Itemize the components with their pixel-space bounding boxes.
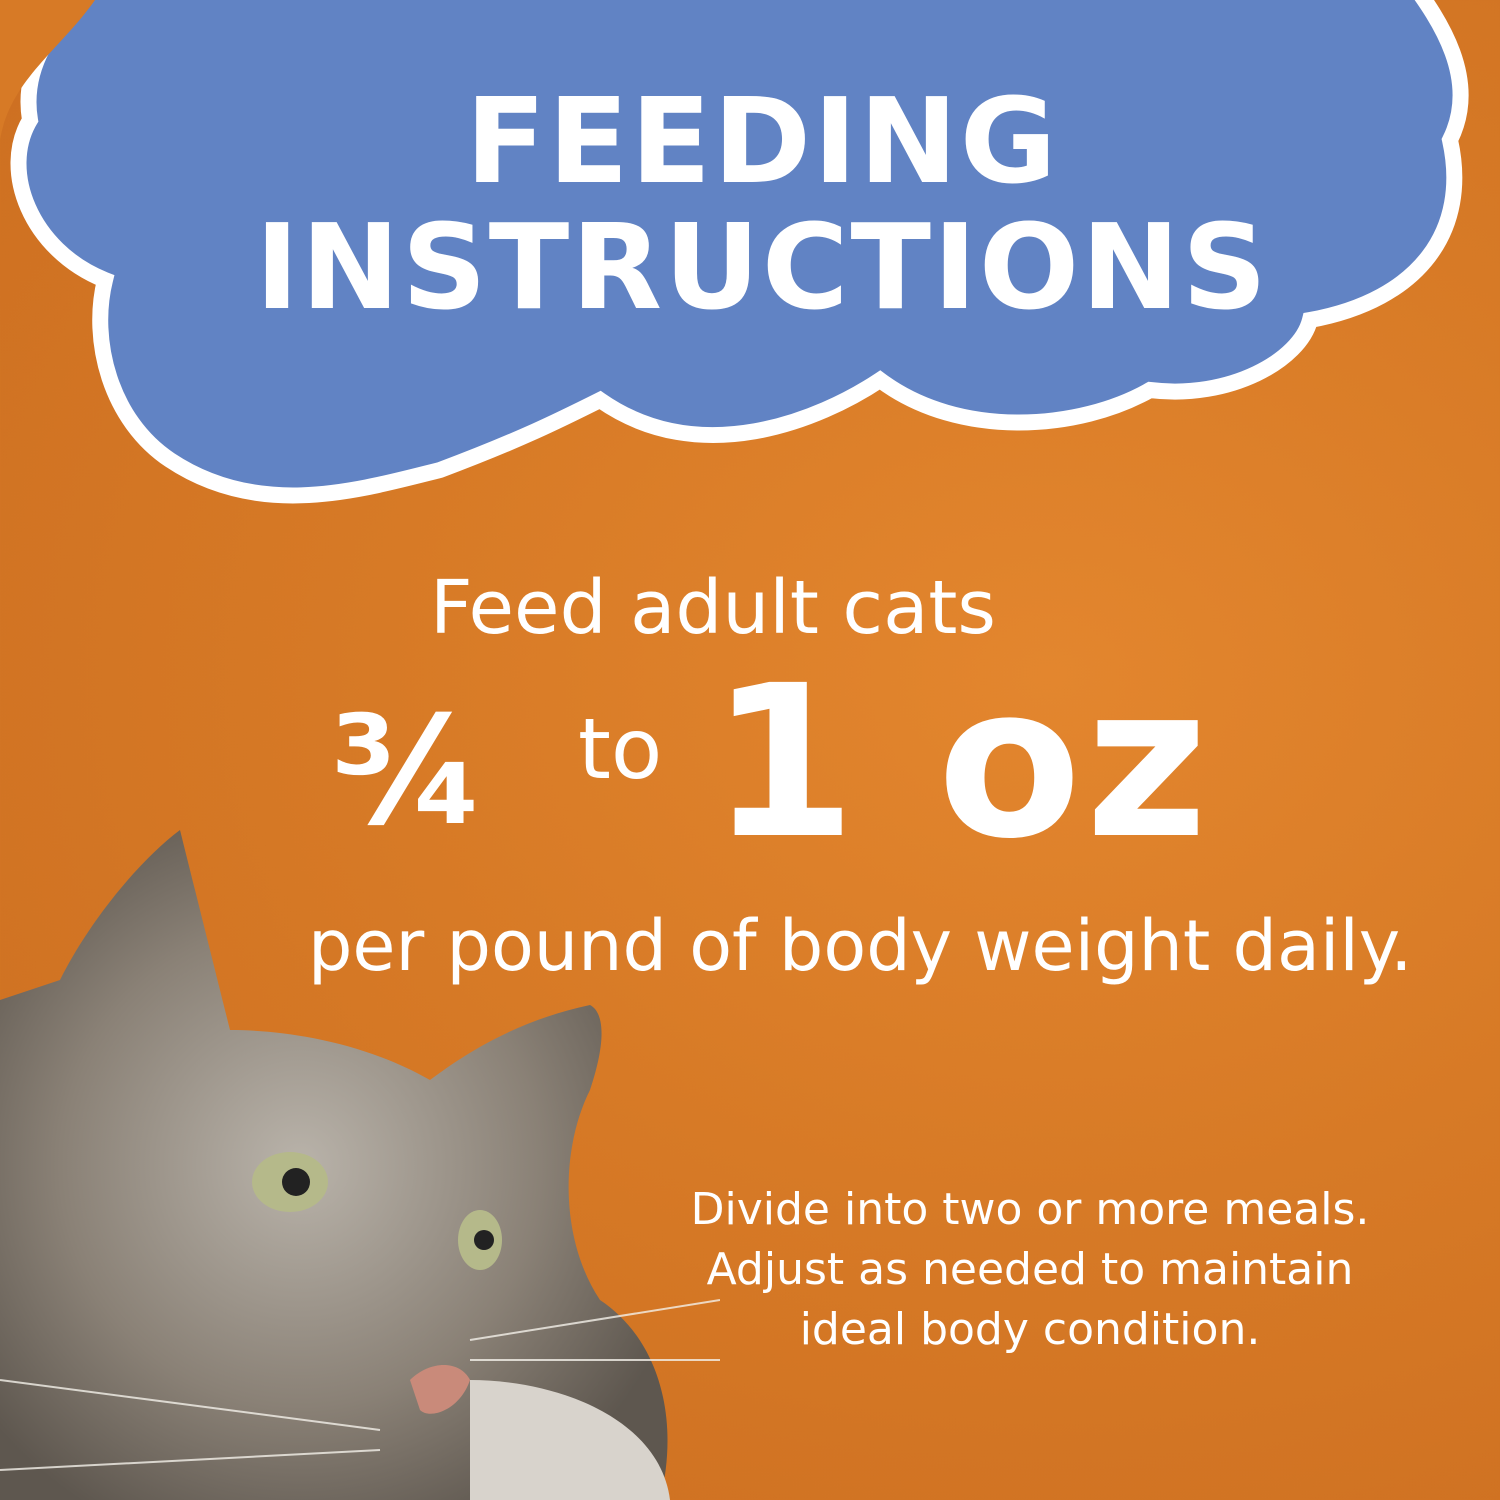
note-line-1: Divide into two or more meals. [690,1184,1370,1235]
amount-text: 1 oz [710,640,1212,885]
title-line-1: FEEDING [465,72,1059,210]
note-block: Divide into two or more meals. Adjust as… [650,1180,1410,1360]
cat-photo [0,830,720,1500]
cat-nose [410,1365,470,1414]
fraction-text: ¾ [330,685,486,859]
amount-group: ¾ to 1 oz [330,640,1230,885]
cloud-shape [10,0,1469,504]
note-line-2: Adjust as needed to maintain [706,1244,1354,1295]
intro-text: Feed adult cats [430,565,996,651]
corner-fill [0,0,95,140]
connector-text: to [578,700,663,798]
title-line-2: INSTRUCTIONS [255,198,1269,336]
cat-paw [470,1380,670,1500]
note-line-3: ideal body condition. [799,1304,1261,1355]
basis-text: per pound of body weight daily. [308,905,1413,987]
cat-body [0,830,668,1500]
